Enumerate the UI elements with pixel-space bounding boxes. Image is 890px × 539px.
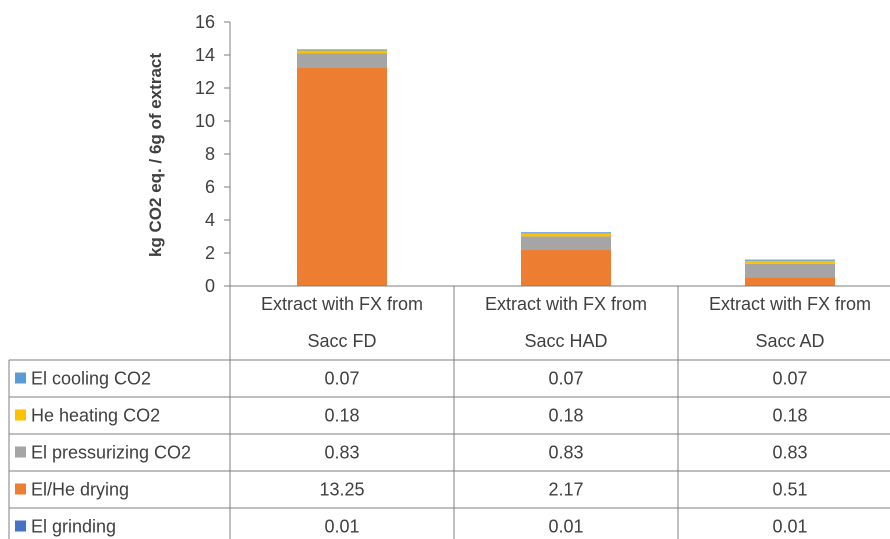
bar-segment: [521, 233, 611, 237]
bar-segment: [297, 50, 387, 54]
plot-area: 0 2 4 6 8 10 12 14 16: [195, 12, 835, 296]
data-label: 0.01: [548, 517, 583, 537]
data-label: 0.83: [324, 443, 359, 463]
data-label: 0.18: [324, 406, 359, 426]
data-label: 13.25: [319, 480, 364, 500]
bar-segment: [297, 67, 387, 286]
data-label: 0.01: [772, 517, 807, 537]
series-name: El/He drying: [31, 480, 129, 500]
bar-segment: [745, 263, 835, 278]
legend-swatch: [15, 446, 26, 458]
legend-swatch: [15, 483, 26, 495]
legend-swatch: [15, 520, 26, 532]
y-axis-label: kg CO2 eq. / 6g of extract: [146, 53, 165, 257]
bar-segment: [521, 232, 611, 234]
x-tick-label: Extract with FX from: [261, 294, 423, 314]
x-tick-label: Sacc AD: [755, 331, 824, 351]
series-name: El cooling CO2: [31, 369, 151, 389]
data-label: 0.18: [772, 406, 807, 426]
x-tick-label: Extract with FX from: [709, 294, 871, 314]
series-name: El pressurizing CO2: [31, 443, 191, 463]
y-tick-label: 6: [205, 177, 215, 197]
data-label: 0.83: [772, 443, 807, 463]
bar-segment: [297, 53, 387, 68]
bar-segment: [745, 277, 835, 286]
data-label: 0.83: [548, 443, 583, 463]
x-tick-label: Sacc HAD: [524, 331, 607, 351]
bar-segment: [297, 49, 387, 51]
y-tick-label: 12: [195, 78, 215, 98]
x-tick-label: Sacc FD: [307, 331, 376, 351]
data-label: 0.51: [772, 480, 807, 500]
y-tick-label: 8: [205, 144, 215, 164]
data-label: 0.01: [324, 517, 359, 537]
y-tick-label: 14: [195, 45, 215, 65]
data-label: 0.18: [548, 406, 583, 426]
bar-segment: [521, 250, 611, 286]
data-label: 2.17: [548, 480, 583, 500]
data-label: 0.07: [548, 369, 583, 389]
legend-swatch: [15, 409, 26, 421]
bar-segment: [521, 236, 611, 251]
data-table: Extract with FX from Sacc FD Extract with …: [8, 285, 890, 539]
legend-swatch: [15, 372, 26, 384]
y-tick-label: 10: [195, 111, 215, 131]
data-label: 0.07: [324, 369, 359, 389]
y-tick-label: 2: [205, 243, 215, 263]
y-tick-label: 4: [205, 210, 215, 230]
data-label: 0.07: [772, 369, 807, 389]
series-name: He heating CO2: [31, 406, 160, 426]
bar-segment: [745, 259, 835, 261]
series-name: El grinding: [31, 517, 116, 537]
y-tick-label: 16: [195, 12, 215, 32]
y-tick-label: 0: [205, 276, 215, 296]
bar-segment: [745, 260, 835, 264]
x-tick-label: Extract with FX from: [485, 294, 647, 314]
